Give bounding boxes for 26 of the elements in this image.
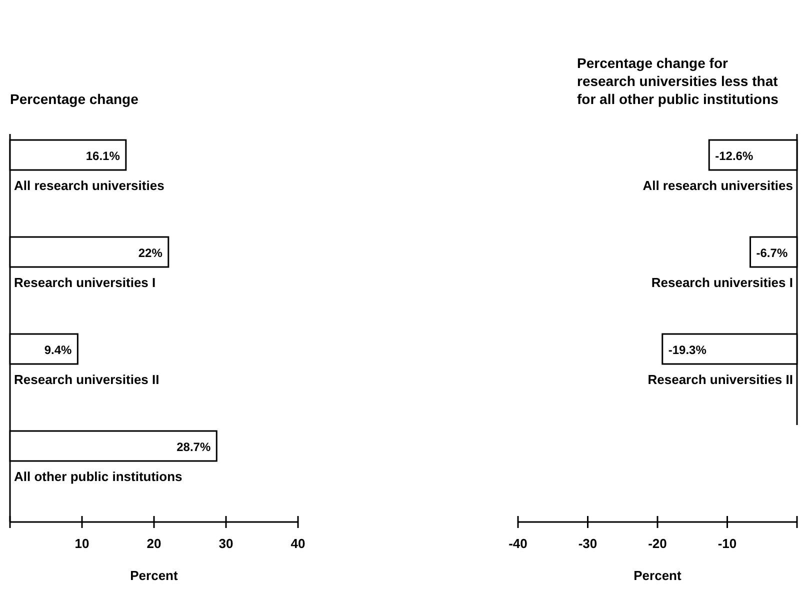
chart-title: Percentage change for research universities less that for all other public institutions <box>577 55 779 107</box>
x-tick-label: 10 <box>74 536 90 551</box>
x-tick-label: -10 <box>718 536 737 551</box>
chart-title: Percentage change <box>10 91 139 107</box>
y-tick-label: Research universities II <box>14 372 160 387</box>
x-axis-title: Percent <box>634 568 682 583</box>
y-tick-label: All research universities <box>642 178 793 193</box>
data-label: 9.4% <box>44 343 72 357</box>
data-label: 28.7% <box>176 440 211 454</box>
data-label: 16.1% <box>86 149 120 163</box>
x-tick-label: 20 <box>146 536 162 551</box>
y-tick-label: All research universities <box>14 178 164 193</box>
y-tick-label: All other public institutions <box>14 469 182 484</box>
x-tick-label: 30 <box>218 536 234 551</box>
data-label: -19.3% <box>668 343 707 357</box>
x-tick-label: 40 <box>290 536 306 551</box>
x-tick-label: -40 <box>508 536 528 551</box>
y-tick-label: Research universities I <box>14 275 156 290</box>
x-tick-label: -20 <box>648 536 667 551</box>
data-label: -12.6% <box>715 149 754 163</box>
y-tick-label: Research universities I <box>651 275 793 290</box>
data-label: 22% <box>138 246 163 260</box>
data-label: -6.7% <box>756 246 788 260</box>
y-tick-label: Research universities II <box>648 372 793 387</box>
x-axis-title: Percent <box>130 568 179 583</box>
x-tick-label: -30 <box>578 536 598 551</box>
